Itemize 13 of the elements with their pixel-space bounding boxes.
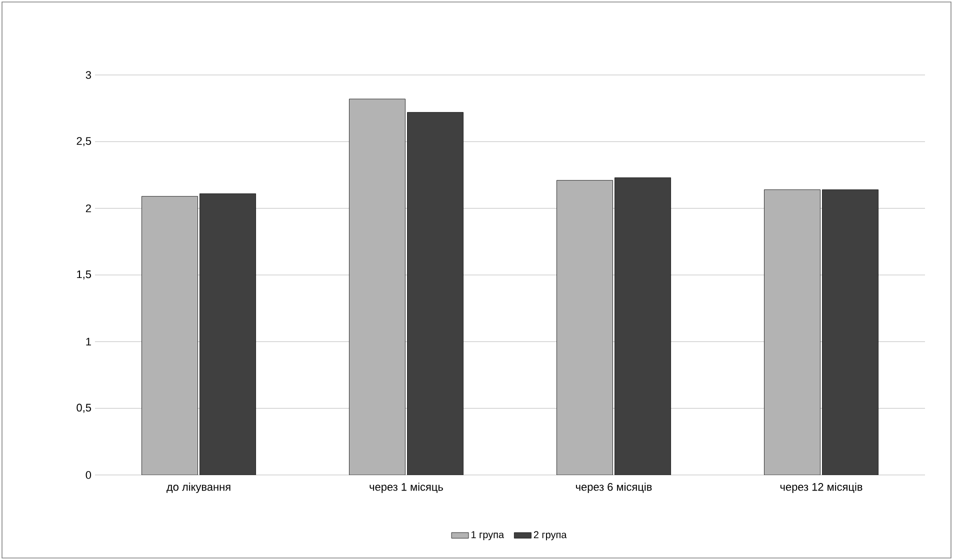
- y-tick-label: 3: [86, 71, 92, 79]
- y-tick-label: 0,5: [76, 404, 92, 413]
- y-tick-label: 0: [86, 471, 92, 479]
- x-tick-label: через 12 місяців: [780, 482, 862, 493]
- y-tick-label: 1: [86, 338, 91, 346]
- legend-label: 2 група: [534, 531, 567, 540]
- x-tick-label: до лікування: [166, 482, 230, 493]
- x-tick-label: через 1 місяць: [370, 482, 443, 493]
- legend-label: 1 група: [471, 531, 504, 540]
- y-tick-label: 2,5: [76, 137, 92, 146]
- x-tick-label: через 6 місяців: [576, 482, 652, 493]
- y-tick-label: 2: [86, 204, 91, 212]
- y-tick-label: 1,5: [77, 270, 92, 280]
